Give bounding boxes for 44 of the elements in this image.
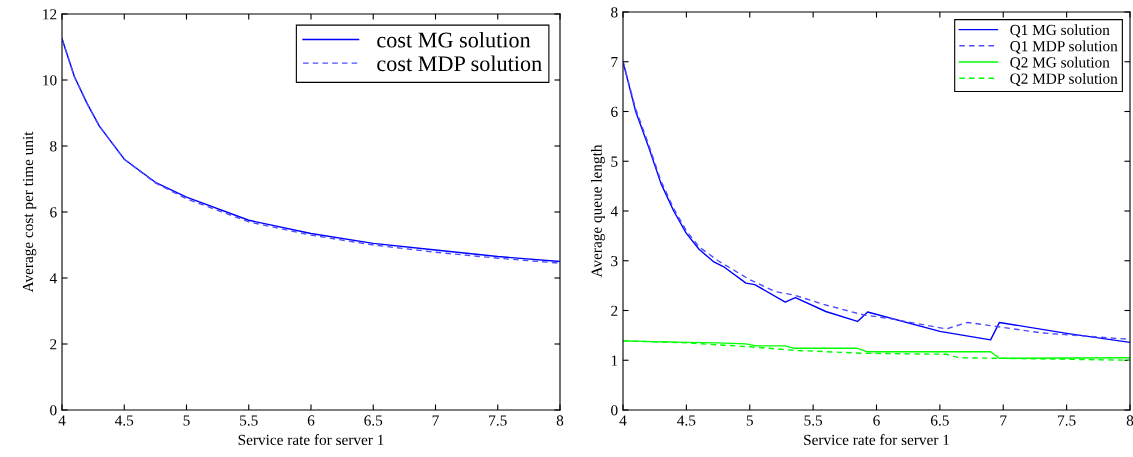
y-tick-label: 5: [611, 156, 618, 167]
x-tick-label: 5: [183, 415, 190, 426]
legend-label: Q1 MG solution: [1010, 24, 1110, 38]
legend-label: cost MDP solution: [377, 55, 542, 72]
y-tick-label: 4: [610, 206, 618, 217]
x-tick-label: 7: [1000, 415, 1007, 426]
x-axis-title: Service rate for server 1: [804, 434, 949, 446]
x-tick-label: 7: [432, 415, 439, 426]
y-tick-label: 0: [50, 405, 57, 416]
legend-label: Q2 MG solution: [1010, 56, 1110, 70]
y-tick-label: 3: [611, 255, 618, 267]
y-axis-title: Average queue length: [591, 144, 605, 278]
x-tick-label: 6: [873, 415, 880, 426]
y-tick-label: 2: [50, 339, 57, 350]
x-tick-label: 4: [619, 415, 627, 426]
legend-label: Q2 MDP solution: [1010, 73, 1118, 87]
x-tick-label: 8: [1126, 415, 1133, 426]
x-tick-label: 4.5: [115, 415, 134, 426]
y-tick-label: 6: [611, 106, 618, 117]
x-tick-label: 4.5: [677, 415, 696, 426]
x-tick-label: 4: [58, 415, 66, 426]
x-tick-label: 5: [746, 415, 753, 426]
y-tick-label: 12: [43, 9, 57, 20]
y-tick-label: 4: [49, 273, 57, 284]
y-tick-label: 2: [611, 305, 618, 316]
x-tick-label: 5.5: [240, 415, 258, 426]
x-tick-label: 6.5: [364, 415, 383, 426]
y-tick-label: 8: [50, 141, 57, 152]
y-tick-label: 1: [611, 355, 618, 366]
x-axis-title: Service rate for server 1: [238, 434, 384, 446]
y-tick-label: 6: [50, 207, 57, 218]
y-tick-label: 7: [611, 57, 618, 68]
x-tick-label: 7.5: [1058, 415, 1076, 426]
x-tick-label: 8: [556, 415, 564, 426]
y-tick-label: 8: [611, 7, 618, 18]
x-tick-label: 7.5: [489, 415, 507, 426]
x-tick-label: 6.5: [930, 415, 949, 426]
legend-label: Q1 MDP solution: [1010, 40, 1118, 54]
y-tick-label: 0: [611, 405, 618, 416]
x-tick-label: 5.5: [804, 415, 823, 426]
x-tick-label: 6: [307, 415, 315, 426]
y-tick-label: 10: [43, 75, 57, 86]
y-axis-title: Average cost per time unit: [22, 131, 37, 293]
legend-label: cost MG solution: [377, 31, 531, 48]
